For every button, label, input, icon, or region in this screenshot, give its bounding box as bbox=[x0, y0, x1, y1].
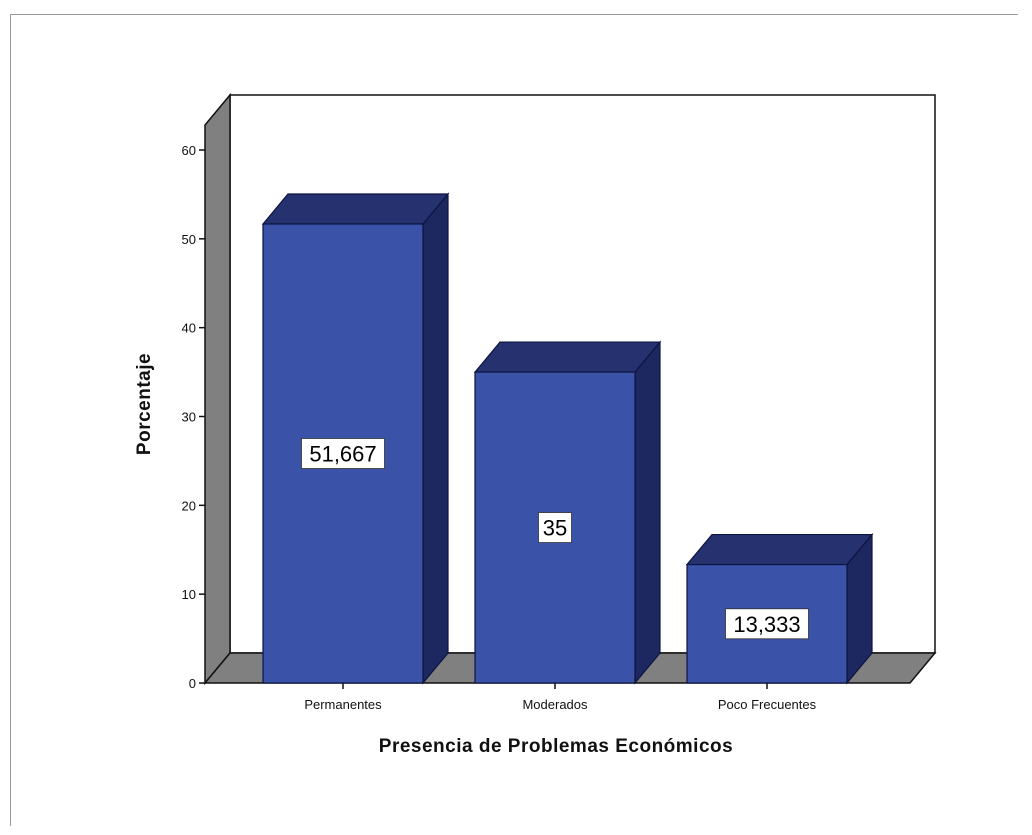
y-tick-label: 50 bbox=[182, 232, 196, 247]
value-label: 35 bbox=[543, 516, 567, 541]
bar-top bbox=[473, 341, 662, 373]
value-label-box bbox=[725, 608, 809, 640]
x-tick-label: Permanentes bbox=[304, 697, 382, 712]
value-label: 51,667 bbox=[309, 442, 376, 467]
y-tick-label: 30 bbox=[182, 410, 196, 425]
y-tick-label: 40 bbox=[182, 321, 196, 336]
chart-frame bbox=[10, 14, 1018, 826]
value-label-box bbox=[301, 438, 385, 469]
x-tick-label: Poco Frecuentes bbox=[718, 697, 817, 712]
value-label-box bbox=[538, 512, 572, 543]
y-tick-label: 20 bbox=[182, 498, 196, 513]
bar-side bbox=[634, 340, 661, 685]
bar-top bbox=[261, 193, 450, 225]
side-wall bbox=[204, 92, 231, 686]
value-label: 13,333 bbox=[733, 612, 800, 637]
y-tick-label: 60 bbox=[182, 143, 196, 158]
y-tick-label: 10 bbox=[182, 587, 196, 602]
y-tick-label: 0 bbox=[189, 676, 196, 691]
y-axis-title: Porcentaje bbox=[134, 353, 155, 455]
bar-side bbox=[422, 192, 449, 685]
bar-top bbox=[685, 533, 874, 566]
x-tick-label: Moderados bbox=[522, 697, 588, 712]
x-axis-title: Presencia de Problemas Económicos bbox=[379, 736, 733, 757]
